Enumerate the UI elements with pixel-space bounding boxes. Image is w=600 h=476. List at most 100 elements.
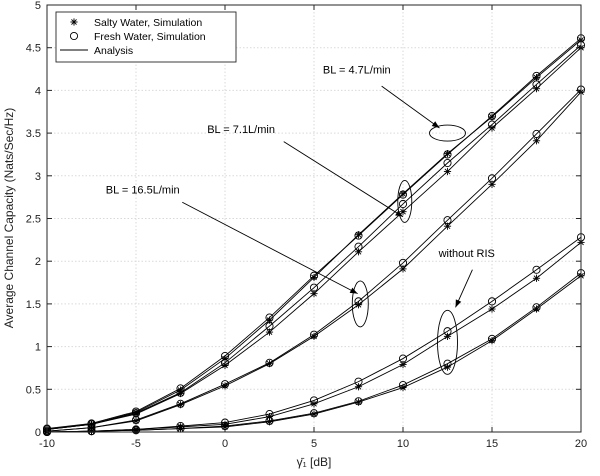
fresh-point <box>487 297 497 306</box>
fresh-point <box>532 71 541 80</box>
annotation-label: BL = 7.1L/min <box>207 124 275 136</box>
salty-point <box>488 180 496 188</box>
salty-point <box>488 305 496 313</box>
fresh-point <box>398 354 408 363</box>
y-axis-label: Average Channel Capacity (Nats/Sec/Hz) <box>2 108 16 329</box>
y-tick-label: 3.5 <box>26 128 41 140</box>
fresh-point <box>265 322 274 331</box>
legend-circle-marker <box>69 31 79 41</box>
y-tick-label: 4.5 <box>26 43 41 55</box>
fresh-point <box>443 158 452 168</box>
grid <box>46 4 582 433</box>
fresh-point <box>131 426 141 435</box>
series-markers <box>42 34 586 437</box>
x-tick-label: 0 <box>222 438 228 450</box>
y-tick-label: 1 <box>35 342 41 354</box>
fresh-point <box>443 150 452 159</box>
salty-point <box>310 273 318 282</box>
fresh-point <box>309 409 319 418</box>
fresh-point <box>176 399 185 408</box>
fresh-point <box>354 297 363 306</box>
plot-frame <box>46 4 582 433</box>
y-tick-label: 3 <box>35 171 41 183</box>
fresh-point <box>532 303 541 312</box>
fresh-point <box>398 190 408 199</box>
fresh-point <box>265 313 274 322</box>
fresh-point <box>398 199 408 209</box>
salty-point <box>221 382 229 390</box>
fresh-point <box>354 377 363 386</box>
x-tick-label: 20 <box>575 438 587 450</box>
fresh-point <box>487 120 497 129</box>
y-tick-label: 2 <box>35 256 41 268</box>
fresh-point <box>354 397 363 406</box>
fresh-point <box>532 265 541 274</box>
fresh-point <box>309 330 319 339</box>
salty-point <box>399 208 407 216</box>
salty-point <box>310 332 318 340</box>
salty-point <box>532 274 541 282</box>
fresh-point <box>265 358 274 367</box>
fresh-point <box>443 216 452 225</box>
y-tick-label: 1.5 <box>26 299 41 311</box>
annotation-label: BL = 16.5L/min <box>106 185 180 197</box>
fresh-point <box>487 111 497 121</box>
fresh-point <box>220 358 230 367</box>
legend-label: Analysis <box>94 45 133 57</box>
annotation-arrow <box>455 269 473 308</box>
fresh-point <box>220 380 230 389</box>
salty-point <box>532 73 541 82</box>
salty-point <box>132 410 140 418</box>
salty-point <box>87 427 96 435</box>
x-axis-label: γ̄₁ [dB] <box>297 455 332 469</box>
annotation-ellipse <box>437 309 458 375</box>
salty-point <box>532 305 541 313</box>
x-tick-label: -5 <box>131 438 141 450</box>
salty-point <box>443 149 452 158</box>
fresh-point <box>176 388 185 397</box>
annotation-arrow <box>182 201 358 295</box>
y-tick-label: 0 <box>35 427 41 439</box>
fresh-point <box>309 283 319 292</box>
fresh-point <box>354 231 363 240</box>
salty-point <box>176 424 185 433</box>
salty-point <box>488 337 496 345</box>
annotation-ellipse <box>351 280 369 328</box>
legend-asterisk-marker <box>70 18 78 26</box>
fresh-point <box>532 129 541 139</box>
y-tick-label: 2.5 <box>26 214 41 226</box>
y-tick-label: 5 <box>35 0 41 12</box>
fresh-point <box>354 242 363 251</box>
fresh-point <box>487 174 497 183</box>
fresh-point <box>398 258 408 267</box>
annotation-label: BL = 4.7L/min <box>323 64 391 76</box>
x-tick-label: 5 <box>311 438 317 450</box>
legend-label: Fresh Water, Simulation <box>94 31 206 43</box>
annotation-arrow <box>381 85 440 129</box>
x-tick-label: -10 <box>39 438 55 450</box>
fresh-point <box>398 380 408 390</box>
salty-point <box>532 137 541 145</box>
annotation-ellipse <box>397 179 413 223</box>
fresh-point <box>532 80 541 89</box>
x-tick-label: 15 <box>486 438 498 450</box>
annotation-arrow <box>283 141 404 218</box>
legend-box <box>55 11 237 63</box>
fresh-point <box>220 421 230 431</box>
annotation-ellipse <box>429 124 466 142</box>
fresh-point <box>443 327 452 336</box>
legend: Salty Water, Simulation Fresh Water, Simu… <box>55 11 237 63</box>
fresh-point <box>487 334 497 343</box>
salty-point <box>443 167 452 176</box>
x-tick-label: 10 <box>397 438 409 450</box>
fresh-point <box>309 271 319 280</box>
annotations: BL = 4.7L/min BL = 7.1L/min BL = 16.5L/min… <box>106 64 495 375</box>
legend-label: Salty Water, Simulation <box>94 17 202 29</box>
fresh-point <box>87 427 96 436</box>
annotation-label: without RIS <box>438 248 495 260</box>
fresh-point <box>309 396 319 405</box>
y-tick-label: 0.5 <box>26 384 41 396</box>
fresh-point <box>443 359 452 368</box>
fresh-point <box>131 415 141 425</box>
